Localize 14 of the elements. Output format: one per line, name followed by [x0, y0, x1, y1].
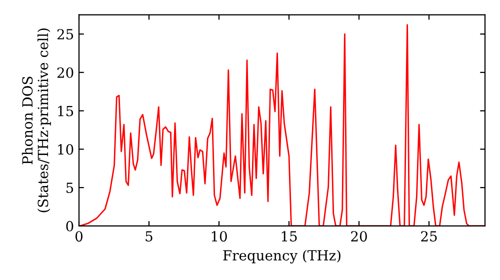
y-tick-label: 25	[57, 29, 74, 40]
y-tick-label: 0	[66, 220, 74, 232]
x-tick-label: 10	[212, 231, 227, 242]
y-tick-label: 20	[57, 67, 74, 78]
x-tick-label: 25	[421, 231, 437, 242]
x-axis-title: Frequency (THz)	[223, 250, 340, 264]
x-tick-label: 5	[146, 231, 152, 242]
x-tick-label: 0	[75, 231, 82, 242]
x-tick-label: 20	[351, 231, 367, 242]
y-axis-title: Phonon DOS (States/THz·primitive cell)	[22, 28, 51, 212]
y-tick-label: 5	[66, 182, 74, 194]
y-tick-label: 10	[58, 144, 74, 155]
x-tick-label: 15	[282, 231, 297, 242]
y-tick-label: 15	[58, 106, 74, 116]
